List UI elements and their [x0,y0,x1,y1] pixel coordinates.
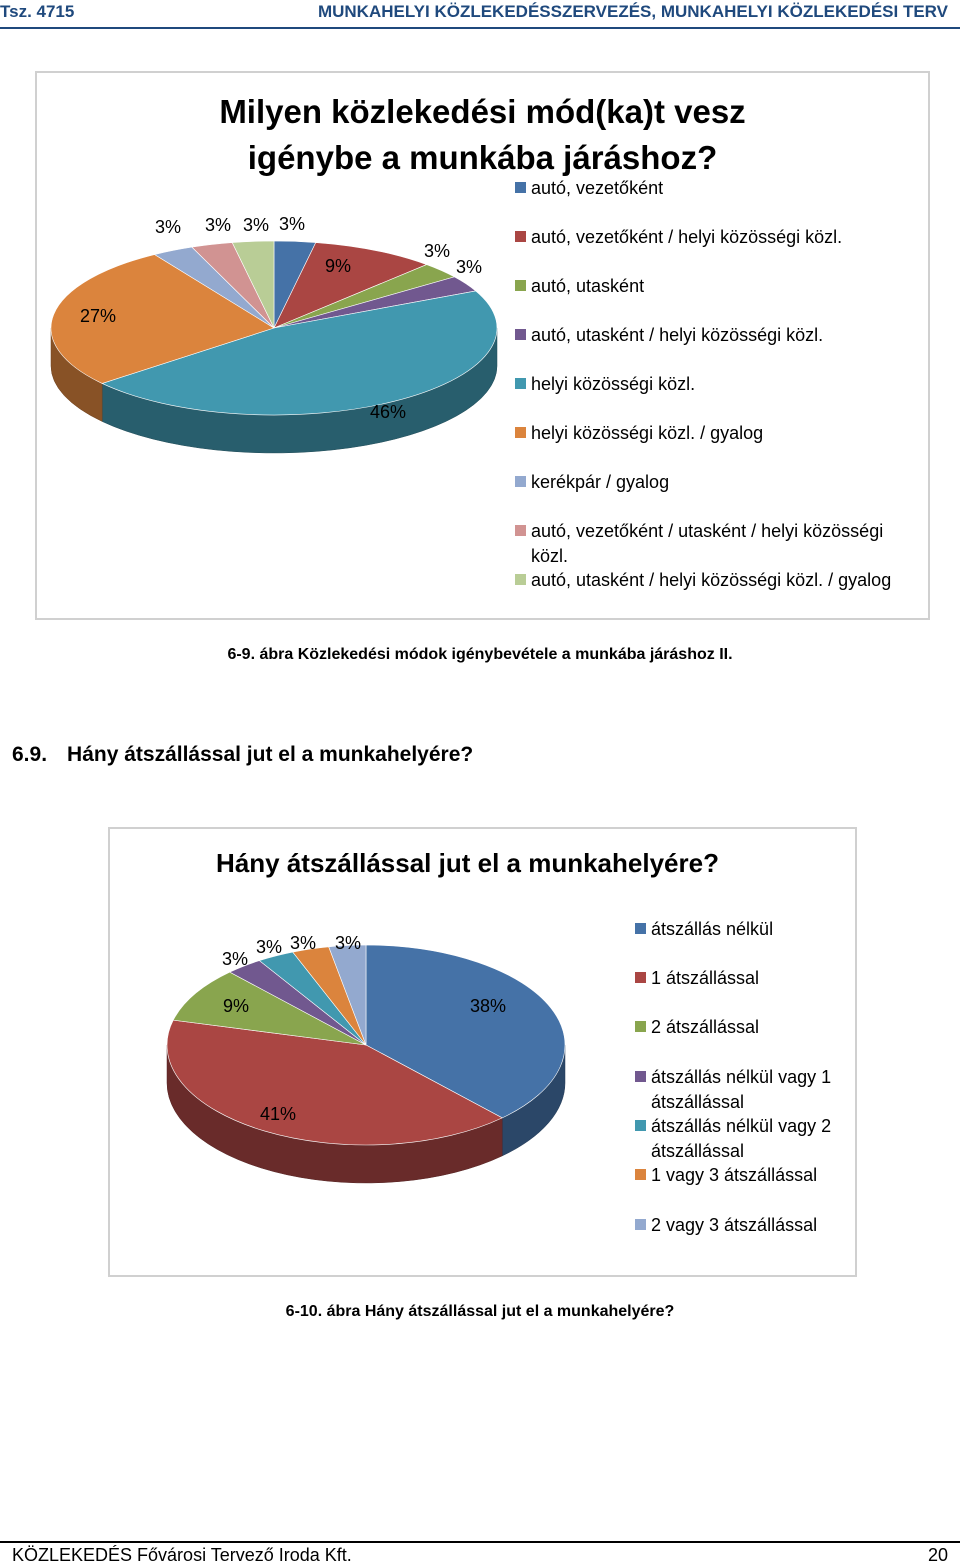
chart2-legend: átszállás nélkül 1 átszállással 2 átszállá… [635,917,850,1247]
header-rule [0,27,960,29]
chart1-data-label-6: 3% [155,217,181,237]
chart2-data-label-6: 3% [335,933,361,953]
chart1-data-label-5: 27% [80,306,116,326]
chart2-slice-0 [365,944,566,1119]
chart1-slice-1 [273,242,428,329]
chart1-data-label-3: 3% [456,257,482,277]
section-heading: 6.9. Hány átszállással jut el a munkahely… [12,743,493,767]
chart1-slice-8 [231,240,275,329]
chart1-data-label-1: 9% [325,256,351,276]
chart1-legend-swatch-6 [515,476,526,487]
section-number: 6.9. [12,743,48,766]
chart1-data-label-0: 3% [279,214,305,234]
chart1-data-label-8: 3% [243,215,269,235]
chart2-legend-label-4: átszállás nélkül vagy 2 átszállással [651,1116,832,1161]
chart2-legend-swatch-3 [635,1071,646,1082]
chart1-legend-swatch-3 [515,329,526,340]
chart1-legend-label-2: autó, utasként [531,276,645,296]
document-title: MUNKAHELYI KÖZLEKEDÉSSZERVEZÉS, MUNKAHEL… [317,2,948,21]
document-id: Tsz. 4715 [0,2,75,21]
chart2-legend-label-0: átszállás nélkül [651,919,774,939]
chart2-legend-swatch-2 [635,1021,646,1032]
chart1-legend-label-1: autó, vezetőként / helyi közösségi közl. [531,227,843,247]
figure2-caption: 6-10. ábra Hány átszállással jut el a mu… [285,1303,675,1320]
footer-rule [0,1541,960,1543]
chart1-legend-swatch-2 [515,280,526,291]
chart1-data-label-2: 3% [424,241,450,261]
chart1-data-label-4: 46% [370,402,406,422]
page-number: 20 [927,1545,948,1565]
chart1-legend-label-8: autó, utasként / helyi közösségi közl. /… [531,570,892,590]
chart2-legend-label-3: átszállás nélkül vagy 1 átszállással [651,1067,832,1112]
chart1-legend-swatch-7 [515,525,526,536]
chart1-legend-swatch-8 [515,574,526,585]
chart1-legend-label-3: autó, utasként / helyi közösségi közl. [531,325,824,345]
chart1-legend-label-4: helyi közösségi közl. [531,374,696,394]
chart1-legend-swatch-5 [515,427,526,438]
chart2-data-label-5: 3% [290,933,316,953]
chart2-plot: 38% 41% 9% 3% 3% 3% 3% [166,933,566,1184]
chart2-legend-swatch-5 [635,1169,646,1180]
chart1-slice-4 [101,290,498,416]
chart2-slice-1 [166,1019,503,1146]
chart2-legend-swatch-0 [635,923,646,934]
chart2-data-label-1: 41% [260,1104,296,1124]
chart1-legend-label-7: autó, vezetőként / utasként / helyi közö… [531,521,884,566]
chart2-data-label-4: 3% [256,937,282,957]
chart2-title: Hány átszállással jut el a munkahelyére? [216,848,719,878]
chart2-slice-2 [172,971,367,1046]
chart2-legend-label-6: 2 vagy 3 átszállással [651,1215,818,1235]
chart1-title: Milyen közlekedési mód(ka)t vesz igénybe… [219,93,746,176]
chart2-data-label-0: 38% [470,996,506,1016]
chart2-data-label-3: 3% [222,949,248,969]
chart2-data-label-2: 9% [223,996,249,1016]
chart2-legend-swatch-1 [635,972,646,983]
chart1-legend-label-0: autó, vezetőként [531,178,664,198]
page-header: Tsz. 4715 MUNKAHELYI KÖZLEKEDÉSSZERVEZÉS… [0,0,960,29]
chart1-plot: 3% 9% 3% 3% 46% 27% 3% 3% 3% [50,214,498,454]
footer-company: KÖZLEKEDÉS Fővárosi Tervező Iroda Kft. [12,1545,352,1565]
chart1-legend: autó, vezetőként autó, vezetőként / helyi… [515,176,915,606]
chart1-legend-label-5: helyi közösségi közl. / gyalog [531,423,764,443]
chart2-legend-swatch-4 [635,1120,646,1131]
chart1-legend-swatch-1 [515,231,526,242]
chart1-data-label-7: 3% [205,215,231,235]
section-title: Hány átszállással jut el a munkahelyére? [67,743,474,766]
chart1-slice-5 [50,254,275,384]
chart2-legend-swatch-6 [635,1219,646,1230]
figure1-caption: 6-9. ábra Közlekedési módok igénybevétel… [227,646,733,663]
chart2-slice-6 [328,944,367,1046]
chart2-legend-label-2: 2 átszállással [651,1017,760,1037]
chart1-legend-label-6: kerékpár / gyalog [531,472,670,492]
chart2-legend-label-1: 1 átszállással [651,968,760,988]
chart1-legend-swatch-4 [515,378,526,389]
chart1-legend-swatch-0 [515,182,526,193]
chart2-legend-label-5: 1 vagy 3 átszállással [651,1165,818,1185]
